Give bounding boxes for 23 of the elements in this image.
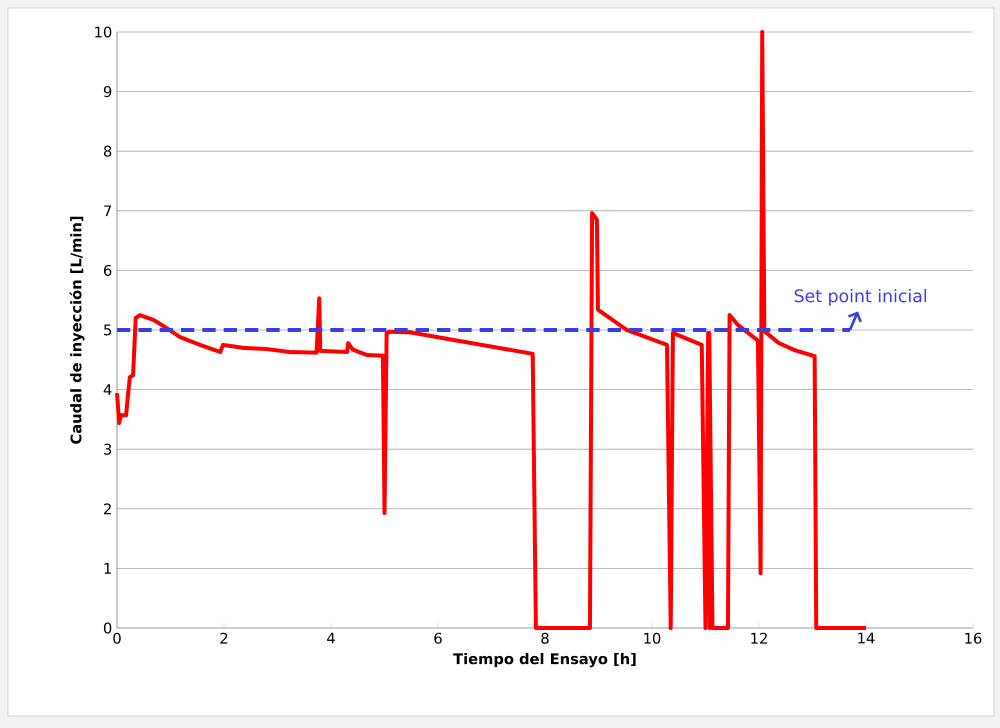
x-tick-label: 0 — [113, 632, 121, 644]
y-tick-label: 0 — [104, 622, 112, 634]
x-axis-title: Tiempo del Ensayo [h] — [453, 652, 636, 668]
y-tick-label: 3 — [104, 444, 112, 455]
y-tick-label: 8 — [104, 146, 112, 157]
x-tick-label: 6 — [434, 632, 442, 644]
y-tick-label: 4 — [104, 384, 112, 395]
x-tick-label: 12 — [751, 632, 767, 644]
x-tick-label: 14 — [858, 632, 875, 644]
y-tick-label: 1 — [104, 563, 111, 574]
y-tick-label: 9 — [104, 86, 112, 98]
x-tick-label: 10 — [644, 632, 660, 644]
y-tick-label: 7 — [104, 205, 112, 216]
annotation: Set point inicial — [794, 288, 926, 306]
y-tick-label: 10 — [95, 26, 112, 38]
y-tick-label: 2 — [104, 503, 111, 514]
x-tick-label: 8 — [541, 632, 549, 644]
x-tick-label: 4 — [327, 632, 335, 644]
y-axis-title: Caudal de inyección [L/min] — [70, 216, 84, 444]
x-tick-label: 2 — [220, 632, 228, 644]
x-tick-label: 16 — [965, 632, 982, 644]
y-tick-label: 5 — [104, 324, 112, 336]
y-tick-label: 6 — [104, 264, 112, 276]
